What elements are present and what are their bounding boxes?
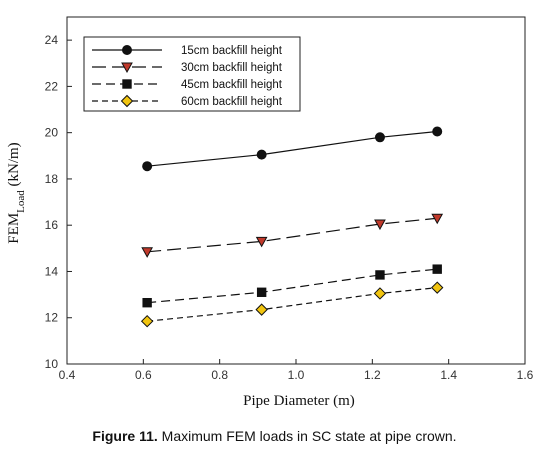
- y-tick-label: 24: [45, 33, 59, 47]
- series-4-point: [431, 281, 444, 294]
- y-tick-label: 10: [45, 357, 59, 371]
- x-tick-label: 0.6: [135, 368, 152, 382]
- legend-label-1: 15cm backfill height: [181, 45, 283, 57]
- series-1-point: [432, 126, 443, 137]
- y-tick-label: 18: [45, 172, 59, 186]
- y-tick-label: 22: [45, 79, 59, 93]
- series-3-point: [256, 287, 267, 297]
- series-2-point: [141, 247, 153, 258]
- series-3-point: [375, 270, 385, 280]
- y-tick-label: 12: [45, 311, 59, 325]
- legend-label-4: 60cm backfill height: [181, 96, 283, 108]
- series-2-point: [431, 213, 444, 225]
- series-line-2: [147, 217, 438, 253]
- series-4-point: [255, 303, 268, 316]
- series-1-point: [374, 132, 385, 143]
- y-axis-label-main: FEM: [6, 213, 22, 244]
- figure-caption: Figure 11. Maximum FEM loads in SC state…: [0, 428, 549, 444]
- legend-marker-4: [120, 94, 134, 108]
- series-line-3: [147, 268, 438, 304]
- caption-label: Figure 11.: [92, 428, 158, 444]
- x-tick-label: 0.8: [211, 368, 228, 382]
- x-axis-label: Pipe Diameter (m): [243, 393, 355, 409]
- legend-label-3: 45cm backfill height: [181, 79, 283, 91]
- series-1-point: [256, 149, 267, 160]
- legend-marker-1: [122, 45, 132, 55]
- y-axis-label-unit: (kN/m): [6, 142, 22, 190]
- series-1-point: [142, 161, 153, 172]
- y-tick-label: 20: [45, 126, 59, 140]
- series-line-4: [147, 287, 438, 322]
- x-tick-label: 1.6: [517, 368, 534, 382]
- y-axis-label: FEMLoad (kN/m): [6, 142, 27, 243]
- x-tick-label: 1.4: [440, 368, 457, 382]
- x-tick-label: 1.2: [364, 368, 381, 382]
- legend-box: [83, 36, 301, 112]
- x-tick-label: 0.4: [59, 368, 76, 382]
- legend-marker-2: [121, 62, 133, 74]
- legend-label-2: 30cm backfill height: [181, 62, 283, 74]
- caption-text: Maximum FEM loads in SC state at pipe cr…: [157, 428, 457, 444]
- y-tick-label: 14: [45, 264, 59, 278]
- series-4-point: [140, 314, 154, 328]
- series-2-point: [374, 219, 386, 231]
- legend-marker-3: [122, 79, 132, 89]
- series-3-point: [142, 297, 152, 308]
- chart: Pipe Diameter (m) FEMLoad (kN/m) 0.4 0.6 0…: [6, 16, 534, 409]
- y-axis-label-sub: Load: [15, 190, 27, 213]
- series-line-1: [147, 130, 438, 167]
- series-2-point: [255, 236, 268, 248]
- series-3-point: [432, 264, 442, 274]
- x-tick-label: 1.0: [288, 368, 305, 382]
- series-4-point: [373, 287, 387, 300]
- y-tick-label: 16: [45, 218, 59, 232]
